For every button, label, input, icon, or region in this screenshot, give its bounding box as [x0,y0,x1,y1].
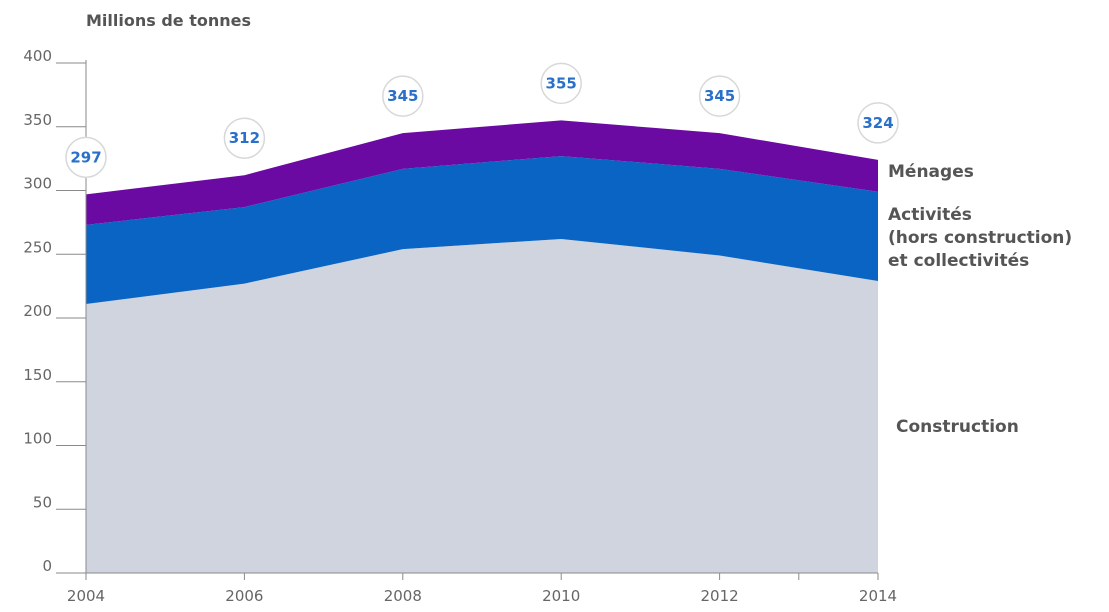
total-label: 312 [229,129,260,147]
x-tick-label: 2012 [701,587,739,605]
series-label-activites: (hors construction) [888,228,1072,248]
y-tick-label: 250 [23,238,52,256]
y-tick-label: 50 [33,493,52,511]
total-bubble [65,136,107,179]
y-tick-label: 0 [42,557,52,575]
areas-group [86,120,878,573]
series-label-construction: Construction [896,417,1019,437]
x-tick-label: 2004 [67,587,105,605]
y-tick-label: 100 [23,430,52,448]
y-tick-label: 350 [23,111,52,129]
x-tick-label: 2014 [859,587,897,605]
area-series-2 [86,120,878,225]
total-label: 345 [704,87,735,105]
total-bubble [698,75,741,117]
y-tick-label: 400 [23,47,52,65]
total-labels: 297 312 345 355 345 324 [65,62,899,179]
y-tick-label: 200 [23,302,52,320]
area-series-1 [86,156,878,304]
x-axis: 2004 2006 2008 2010 2012 2014 [67,572,897,605]
y-axis: 0 50 100 150 200 250 300 350 400 [23,47,87,575]
area-series-0 [86,238,878,573]
series-label-activites: et collectivités [888,251,1029,271]
x-tick-label: 2010 [542,587,580,605]
total-label: 355 [546,74,577,92]
total-bubble [540,62,582,105]
series-label-activites: Activités [888,205,972,225]
total-bubble [223,117,266,159]
y-axis-label: Millions de tonnes [86,11,251,30]
total-label: 297 [70,148,101,166]
x-tick-label: 2006 [225,587,263,605]
x-tick-label: 2008 [384,587,422,605]
total-bubble [382,75,424,117]
total-bubble [857,102,899,144]
series-label-menages: Ménages [888,162,974,182]
total-label: 324 [862,114,893,132]
y-tick-label: 300 [23,175,52,193]
y-tick-label: 150 [23,366,52,384]
total-label: 345 [387,87,418,105]
series-labels: Construction Activités (hors construction)… [888,162,1072,437]
